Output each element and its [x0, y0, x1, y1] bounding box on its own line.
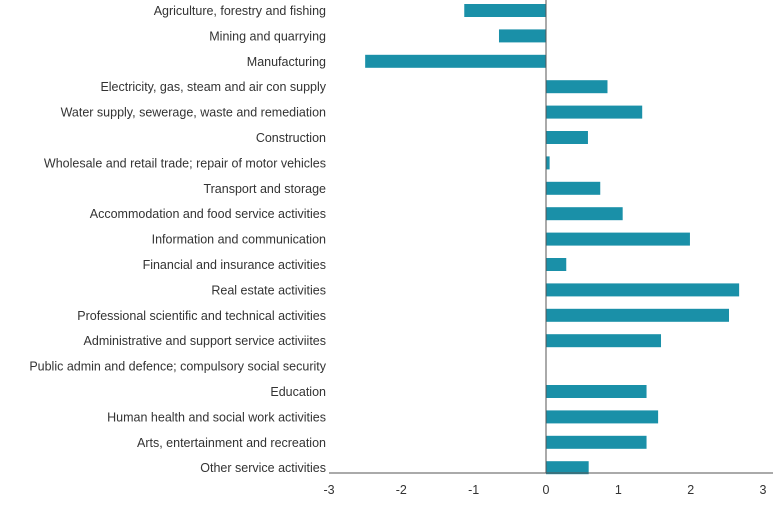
bar [546, 283, 740, 297]
bar [546, 80, 608, 94]
bars-layer [365, 4, 740, 475]
category-label: Mining and quarrying [209, 29, 326, 43]
bar [365, 54, 546, 68]
x-tick-label: 2 [687, 483, 694, 497]
x-tick-labels: -3 -2 -1 0 1 2 3 [323, 483, 766, 497]
category-label: Manufacturing [247, 55, 326, 69]
bar [546, 385, 647, 398]
bar [546, 131, 588, 144]
category-label: Information and communication [152, 233, 326, 247]
category-label: Accommodation and food service activitie… [90, 207, 326, 221]
bar [546, 461, 589, 475]
bar [546, 308, 730, 322]
category-label: Wholesale and retail trade; repair of mo… [44, 156, 326, 170]
bar [546, 435, 647, 449]
category-label: Electricity, gas, steam and air con supp… [100, 80, 326, 94]
x-tick-label: -3 [323, 483, 334, 497]
bar [546, 207, 623, 221]
category-label: Real estate activities [211, 283, 326, 297]
category-label: Other service activities [200, 461, 326, 475]
bar [546, 258, 567, 271]
category-label: Education [270, 385, 326, 399]
x-tick-label: 0 [543, 483, 550, 497]
x-tick-label: 3 [760, 483, 767, 497]
category-label: Transport and storage [203, 182, 326, 196]
x-tick-label: -1 [468, 483, 479, 497]
category-label: Agriculture, forestry and fishing [154, 4, 326, 18]
category-label: Administrative and support service activ… [84, 334, 326, 348]
x-tick-label: -2 [396, 483, 407, 497]
axes [329, 0, 773, 474]
x-tick-label: 1 [615, 483, 622, 497]
bar [546, 410, 659, 424]
category-labels: Agriculture, forestry and fishing Mining … [29, 4, 326, 475]
category-label: Water supply, sewerage, waste and remedi… [61, 106, 326, 120]
category-label: Human health and social work activities [107, 410, 326, 424]
category-label: Arts, entertainment and recreation [137, 436, 326, 450]
category-label: Construction [256, 131, 326, 145]
bar [546, 181, 601, 195]
category-label: Financial and insurance activities [143, 258, 326, 272]
category-label: Public admin and defence; compulsory soc… [29, 360, 326, 374]
category-label: Professional scientific and technical ac… [77, 309, 326, 323]
bar [546, 334, 662, 348]
bar [498, 29, 546, 43]
bar [546, 156, 550, 170]
bar [546, 232, 690, 246]
bar [546, 105, 643, 119]
bar [464, 4, 546, 17]
